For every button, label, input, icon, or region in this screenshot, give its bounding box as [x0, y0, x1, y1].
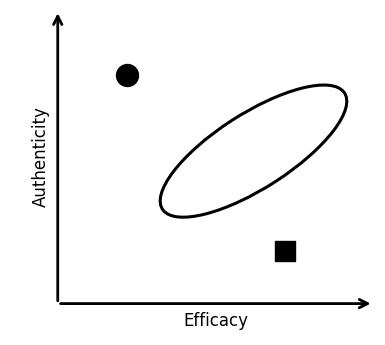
Point — [282, 248, 288, 254]
Point — [124, 72, 130, 78]
X-axis label: Efficacy: Efficacy — [183, 312, 248, 330]
Y-axis label: Authenticity: Authenticity — [32, 107, 49, 207]
